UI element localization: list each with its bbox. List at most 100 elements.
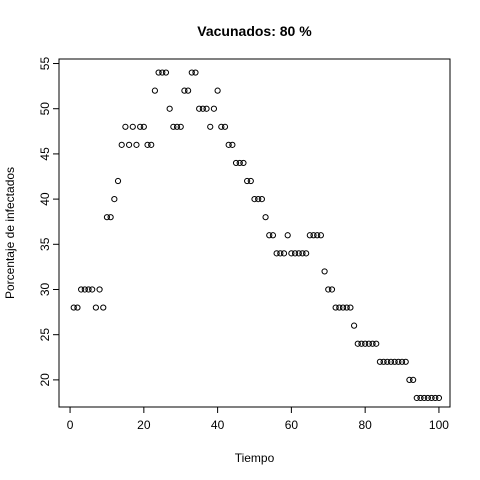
data-point: [398, 358, 406, 365]
data-point: [122, 123, 129, 130]
data-point: [236, 159, 243, 167]
data-point: [188, 69, 195, 76]
data-point: [325, 286, 332, 293]
plot-frame: [58, 58, 451, 408]
data-point: [74, 304, 81, 311]
data-point: [196, 105, 203, 112]
data-point: [277, 250, 284, 257]
chart-title: Vacunados: 80 %: [197, 23, 312, 39]
y-tick-label: 30: [38, 282, 52, 296]
data-point: [391, 358, 398, 365]
data-point: [347, 304, 354, 311]
data-point: [428, 394, 435, 402]
data-point: [413, 394, 420, 402]
data-point: [100, 304, 107, 311]
data-point: [421, 394, 428, 402]
data-point: [432, 394, 439, 402]
data-points: [70, 69, 443, 402]
data-point: [181, 87, 188, 94]
data-point: [140, 123, 147, 130]
data-point: [247, 177, 254, 185]
data-point: [435, 394, 443, 402]
data-point: [96, 286, 103, 293]
data-point: [410, 376, 417, 383]
data-point: [166, 105, 173, 112]
data-point: [103, 214, 111, 221]
data-point: [114, 177, 122, 185]
data-point: [303, 250, 310, 257]
data-point: [244, 177, 251, 185]
data-point: [343, 304, 350, 311]
data-point: [291, 250, 299, 257]
data-point: [159, 69, 166, 76]
data-point: [203, 105, 210, 112]
data-point: [137, 123, 144, 130]
data-point: [118, 141, 125, 148]
data-point: [85, 286, 92, 293]
data-point: [280, 250, 288, 257]
data-point: [269, 232, 277, 239]
data-point: [125, 141, 133, 148]
data-point: [240, 159, 247, 167]
data-point: [395, 358, 402, 365]
data-point: [406, 376, 413, 383]
data-point: [251, 196, 258, 203]
data-point: [89, 286, 96, 293]
data-point: [173, 123, 181, 130]
data-point: [218, 123, 225, 130]
data-point: [78, 286, 85, 293]
y-axis-title: Porcentaje de infectados: [3, 167, 17, 299]
data-point: [339, 304, 347, 311]
data-point: [133, 141, 140, 148]
data-point: [358, 340, 365, 347]
data-point: [255, 196, 262, 203]
x-tick-label: 60: [285, 418, 299, 432]
data-point: [362, 340, 369, 347]
data-point: [144, 141, 151, 148]
data-point: [424, 394, 431, 402]
x-tick-label: 0: [67, 418, 74, 432]
data-point: [129, 123, 136, 130]
y-tick-label: 25: [38, 328, 52, 342]
data-point: [321, 268, 328, 275]
data-point: [380, 358, 387, 365]
data-point: [387, 358, 395, 365]
y-tick-label: 55: [38, 57, 52, 71]
data-point: [295, 250, 302, 257]
data-point: [273, 250, 280, 257]
data-point: [328, 286, 336, 293]
data-point: [207, 123, 214, 130]
data-point: [151, 87, 159, 94]
data-point: [221, 123, 229, 130]
data-point: [70, 304, 77, 311]
y-tick-label: 20: [38, 373, 52, 387]
y-tick-label: 45: [38, 147, 52, 161]
x-tick-label: 40: [211, 418, 225, 432]
x-axis: 0 20 40 60 80 100: [67, 406, 449, 432]
data-point: [111, 196, 118, 203]
data-point: [229, 141, 236, 148]
data-point: [262, 214, 269, 221]
data-point: [288, 250, 295, 257]
data-point: [310, 232, 317, 239]
data-point: [284, 232, 291, 239]
data-point: [299, 250, 306, 257]
x-axis-title: Tiempo: [235, 451, 275, 465]
data-point: [306, 232, 313, 239]
data-point: [314, 232, 321, 239]
data-point: [258, 196, 265, 203]
data-point: [402, 358, 409, 365]
data-point: [107, 214, 114, 221]
data-point: [317, 232, 324, 239]
data-point: [266, 232, 273, 239]
x-tick-label: 80: [358, 418, 372, 432]
data-point: [417, 394, 424, 402]
data-point: [354, 340, 361, 347]
data-point: [162, 69, 170, 76]
data-point: [192, 69, 199, 76]
data-point: [170, 123, 177, 130]
data-point: [384, 358, 391, 365]
x-tick-label: 100: [429, 418, 449, 432]
data-point: [373, 340, 380, 347]
